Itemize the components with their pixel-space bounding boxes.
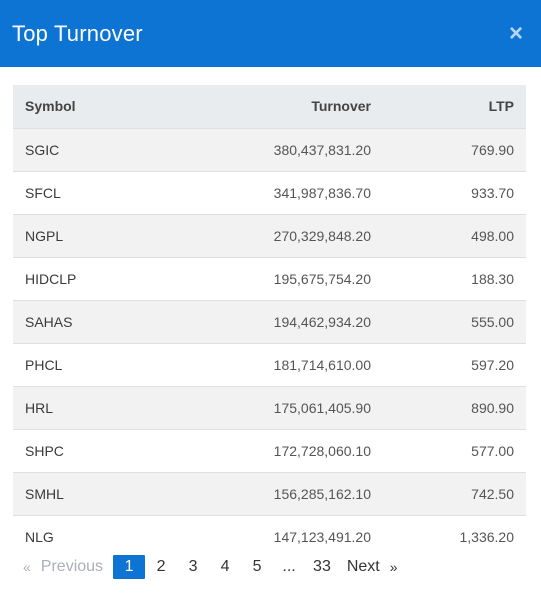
chevron-double-right-icon: » — [389, 559, 398, 575]
table-row: SMHL 156,285,162.10 742.50 — [13, 472, 526, 515]
header-turnover: Turnover — [311, 98, 371, 115]
table-header-row: Symbol Turnover LTP — [13, 85, 526, 128]
cell-turnover: 194,462,934.20 — [273, 313, 371, 330]
table-row: SAHAS 194,462,934.20 555.00 — [13, 300, 526, 343]
cell-turnover: 195,675,754.20 — [273, 270, 371, 287]
table-row: SGIC 380,437,831.20 769.90 — [13, 128, 526, 171]
cell-symbol: SMHL — [25, 485, 64, 502]
next-label: Next — [346, 558, 380, 575]
page-ellipsis: ... — [282, 558, 296, 575]
cell-symbol: SFCL — [25, 184, 61, 201]
table-row: NLG 147,123,491.20 1,336.20 — [13, 515, 526, 558]
cell-ltp: 577.00 — [471, 442, 514, 459]
cell-ltp: 769.90 — [471, 141, 514, 158]
cell-turnover: 380,437,831.20 — [273, 141, 371, 158]
table-row: HIDCLP 195,675,754.20 188.30 — [13, 257, 526, 300]
page-2-button[interactable]: 2 — [156, 558, 166, 575]
turnover-table: Symbol Turnover LTP SGIC 380,437,831.20 … — [13, 85, 526, 558]
cell-ltp: 498.00 — [471, 227, 514, 244]
cell-ltp: 1,336.20 — [459, 528, 515, 545]
cell-ltp: 188.30 — [471, 270, 514, 287]
page-1-button[interactable]: 1 — [113, 555, 146, 579]
header-symbol: Symbol — [25, 98, 76, 115]
cell-turnover: 147,123,491.20 — [273, 528, 371, 545]
chevron-double-left-icon: « — [23, 559, 31, 575]
page-33-button[interactable]: 33 — [313, 558, 331, 575]
cell-turnover: 181,714,610.00 — [273, 356, 371, 373]
cell-turnover: 341,987,836.70 — [273, 184, 371, 201]
table-row: PHCL 181,714,610.00 597.20 — [13, 343, 526, 386]
next-button[interactable]: Next » — [339, 555, 406, 579]
cell-ltp: 555.00 — [471, 313, 514, 330]
cell-ltp: 933.70 — [471, 184, 514, 201]
cell-symbol: NLG — [25, 528, 54, 545]
modal-header: Top Turnover × — [0, 0, 541, 67]
previous-label: Previous — [40, 558, 104, 575]
page-3-button[interactable]: 3 — [188, 558, 198, 575]
cell-turnover: 172,728,060.10 — [273, 442, 371, 459]
cell-symbol: HIDCLP — [25, 270, 77, 287]
cell-symbol: SHPC — [25, 442, 64, 459]
previous-button[interactable]: « Previous — [13, 555, 113, 579]
cell-symbol: NGPL — [25, 227, 64, 244]
close-icon[interactable]: × — [508, 19, 523, 47]
cell-symbol: HRL — [25, 399, 54, 416]
pagination: « Previous 1 2 3 4 5 ... 33 Next » — [13, 555, 406, 579]
cell-turnover: 175,061,405.90 — [273, 399, 371, 416]
modal-title: Top Turnover — [12, 20, 143, 46]
table-row: SFCL 341,987,836.70 933.70 — [13, 171, 526, 214]
cell-symbol: PHCL — [25, 356, 63, 373]
cell-turnover: 270,329,848.20 — [273, 227, 371, 244]
cell-ltp: 890.90 — [471, 399, 514, 416]
cell-ltp: 742.50 — [471, 485, 514, 502]
table-row: NGPL 270,329,848.20 498.00 — [13, 214, 526, 257]
table-row: HRL 175,061,405.90 890.90 — [13, 386, 526, 429]
page-5-button[interactable]: 5 — [252, 558, 262, 575]
header-ltp: LTP — [488, 98, 514, 115]
cell-symbol: SAHAS — [25, 313, 73, 330]
page-4-button[interactable]: 4 — [220, 558, 230, 575]
cell-symbol: SGIC — [25, 141, 60, 158]
table-row: SHPC 172,728,060.10 577.00 — [13, 429, 526, 472]
cell-turnover: 156,285,162.10 — [273, 485, 371, 502]
cell-ltp: 597.20 — [471, 356, 514, 373]
turnover-table-container: Symbol Turnover LTP SGIC 380,437,831.20 … — [13, 85, 526, 558]
